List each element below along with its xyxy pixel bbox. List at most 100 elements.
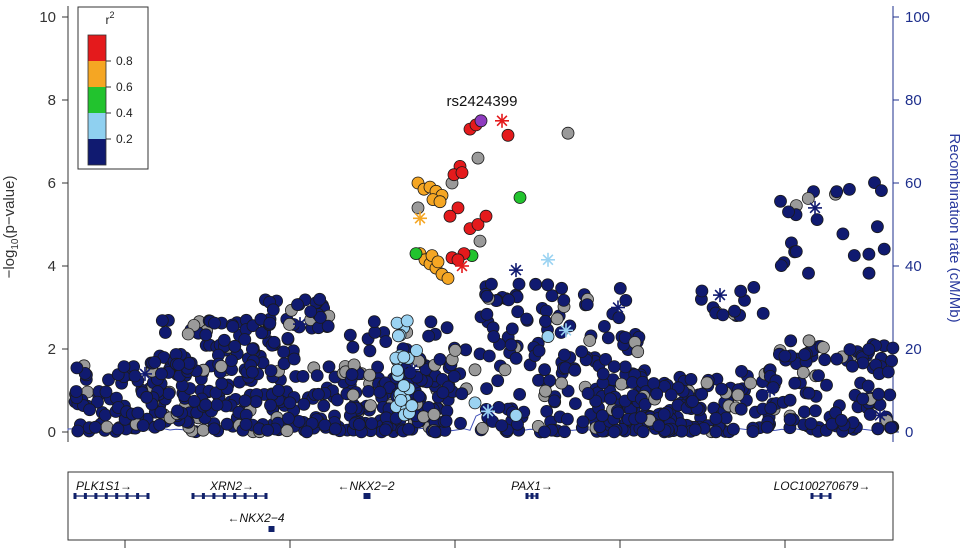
snp-point-low-ld <box>843 343 857 356</box>
y-tick-label: 8 <box>48 92 56 109</box>
snp-point-low-ld <box>181 327 195 341</box>
snp-point-low-ld <box>228 339 242 353</box>
star-ray <box>139 368 151 380</box>
snp-point-low-ld <box>155 314 169 328</box>
snp-point-low-ld <box>607 425 621 439</box>
snp-point-low-ld <box>716 308 730 322</box>
snp-point-low-ld <box>448 343 462 357</box>
star-ray <box>456 260 468 272</box>
snp-point-low-ld <box>734 284 748 298</box>
snp-point-low-ld <box>264 398 277 412</box>
snp-point-low-ld <box>343 328 357 342</box>
snp-point-low-ld <box>700 376 714 390</box>
snp-point-low-ld <box>520 312 533 326</box>
snp-point-low-ld <box>346 388 360 402</box>
snp-point-low-ld <box>843 182 856 196</box>
snp-point-low-ld <box>783 393 797 407</box>
star-ray <box>414 212 426 224</box>
snp-point-low-ld <box>727 422 740 436</box>
snp-point-low-ld <box>365 417 379 430</box>
snp-point-low-ld <box>774 194 787 208</box>
snp-point-low-ld <box>322 360 336 374</box>
snp-point-missing-ld <box>471 151 485 165</box>
snp-point-low-ld <box>328 422 342 436</box>
snp-point-low-ld <box>313 310 327 324</box>
snp-point-low-ld <box>504 338 518 352</box>
snp-point-low-ld <box>422 329 436 343</box>
star-ray <box>560 324 572 336</box>
snp-point-low-ld <box>199 328 213 342</box>
snp-point-low-ld <box>158 326 172 339</box>
gene-label: ←NKX2−4 <box>227 511 284 525</box>
snp-point-low-ld <box>555 281 568 295</box>
snp-point-low-ld <box>480 307 494 321</box>
snp-point-low-ld <box>835 413 848 427</box>
snp-point-low-ld <box>810 213 824 227</box>
snp-point-low-ld <box>862 342 876 356</box>
gene-exon <box>125 493 129 499</box>
snp-point-low-ld <box>367 315 381 329</box>
snp-point-low-ld <box>884 421 898 435</box>
snp-point-low-ld <box>317 399 331 413</box>
lead-snp-point <box>474 114 488 128</box>
gene-exon <box>212 493 216 499</box>
snp-point-low-ld <box>475 421 489 435</box>
snp-point-low-ld <box>883 388 897 402</box>
star-ray <box>510 264 522 276</box>
snp-point-low-ld <box>774 259 788 273</box>
snp-point-low-ld <box>304 305 318 319</box>
snp-point-low-ld <box>728 304 741 318</box>
snp-point-low-ld <box>263 316 277 330</box>
snp-point-r2-0.6 <box>441 271 455 285</box>
y2-tick-label: 60 <box>905 175 922 192</box>
snp-point-low-ld <box>187 394 201 408</box>
snp-point-low-ld <box>731 388 745 402</box>
snp-point-r2-0.2 <box>541 330 555 344</box>
snp-point-low-ld <box>798 348 812 362</box>
gene-exon <box>819 493 823 499</box>
snp-point-low-ld <box>482 349 496 363</box>
snp-point-low-ld <box>802 334 816 348</box>
snp-point-low-ld <box>744 376 757 390</box>
snp-point-low-ld <box>688 423 702 437</box>
snp-point-low-ld <box>363 344 377 358</box>
snp-point-low-ld <box>861 379 875 393</box>
snp-point-low-ld <box>650 387 664 401</box>
legend-swatch <box>88 87 106 113</box>
star-ray <box>482 405 494 417</box>
snp-star-r2-0.8 <box>495 113 509 128</box>
snp-point-low-ld <box>856 392 870 406</box>
snp-point-low-ld <box>440 321 454 335</box>
y-tick-label: 0 <box>48 424 56 441</box>
snp-point-low-ld <box>545 289 559 303</box>
snp-point-low-ld <box>598 319 611 333</box>
snp-point-r2-0.2 <box>397 350 411 364</box>
y2-tick-label: 100 <box>905 9 930 26</box>
snp-point-low-ld <box>373 385 387 399</box>
snp-point-low-ld <box>154 367 168 381</box>
star-ray <box>406 364 418 376</box>
gene-exon <box>264 493 268 499</box>
snp-point-low-ld <box>487 330 501 344</box>
snp-point-low-ld <box>330 393 344 407</box>
snp-point-low-ld <box>345 367 359 381</box>
snp-point-r2-0.2 <box>400 314 414 328</box>
snp-point-r2-0.2 <box>391 329 405 343</box>
snp-point-low-ld <box>695 284 709 298</box>
snp-point-low-ld <box>480 382 494 396</box>
star-ray <box>496 115 508 127</box>
snp-point-low-ld <box>428 425 442 439</box>
snp-point-low-ld <box>760 420 774 434</box>
snp-point-low-ld <box>764 401 778 415</box>
snp-point-low-ld <box>596 409 609 423</box>
snp-star-r2-0.2 <box>541 252 555 267</box>
snp-point-low-ld <box>558 348 571 362</box>
snp-point-low-ld <box>238 394 252 408</box>
snp-point-r2-0.2 <box>397 379 411 393</box>
snp-star-low-ld <box>611 300 625 315</box>
snp-point-low-ld <box>877 242 891 256</box>
snp-point-missing-ld <box>498 363 512 377</box>
snp-point-low-ld <box>746 425 760 439</box>
snp-point-low-ld <box>538 425 551 439</box>
snp-point-low-ld <box>875 184 888 198</box>
